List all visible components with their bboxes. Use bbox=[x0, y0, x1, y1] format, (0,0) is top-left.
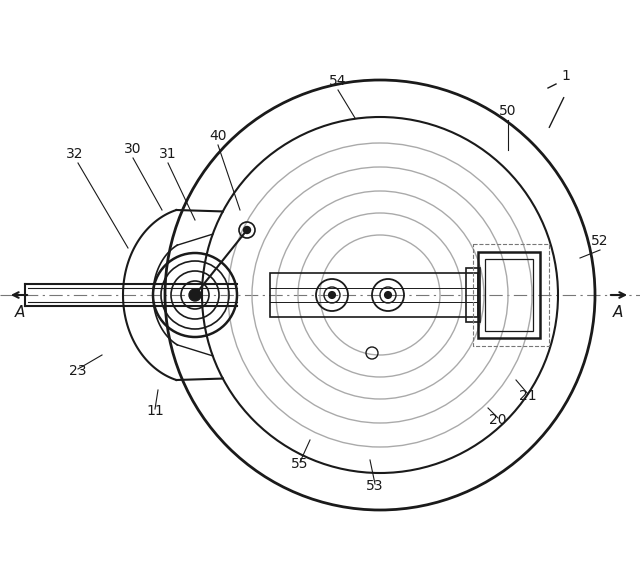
Text: 23: 23 bbox=[69, 364, 87, 378]
Bar bbox=[473, 244, 549, 346]
Circle shape bbox=[192, 292, 198, 298]
Text: 54: 54 bbox=[329, 74, 347, 88]
Circle shape bbox=[385, 291, 392, 298]
Text: 21: 21 bbox=[519, 389, 537, 403]
Text: 52: 52 bbox=[591, 234, 609, 248]
Text: 55: 55 bbox=[291, 457, 308, 471]
Bar bbox=[485, 259, 533, 331]
Text: 30: 30 bbox=[124, 142, 141, 156]
Text: A: A bbox=[613, 305, 623, 320]
Text: 32: 32 bbox=[67, 147, 84, 161]
Text: 50: 50 bbox=[499, 104, 516, 118]
Text: A: A bbox=[15, 305, 25, 320]
Bar bbox=[478, 252, 540, 338]
Circle shape bbox=[243, 226, 250, 233]
Text: 40: 40 bbox=[209, 129, 227, 143]
Text: 53: 53 bbox=[366, 479, 384, 493]
Circle shape bbox=[328, 291, 335, 298]
Circle shape bbox=[189, 289, 201, 301]
Text: 1: 1 bbox=[561, 69, 570, 83]
Text: 11: 11 bbox=[146, 404, 164, 418]
Bar bbox=[270, 273, 478, 317]
Text: 31: 31 bbox=[159, 147, 177, 161]
Bar bbox=[466, 268, 480, 322]
Text: 20: 20 bbox=[489, 413, 507, 427]
